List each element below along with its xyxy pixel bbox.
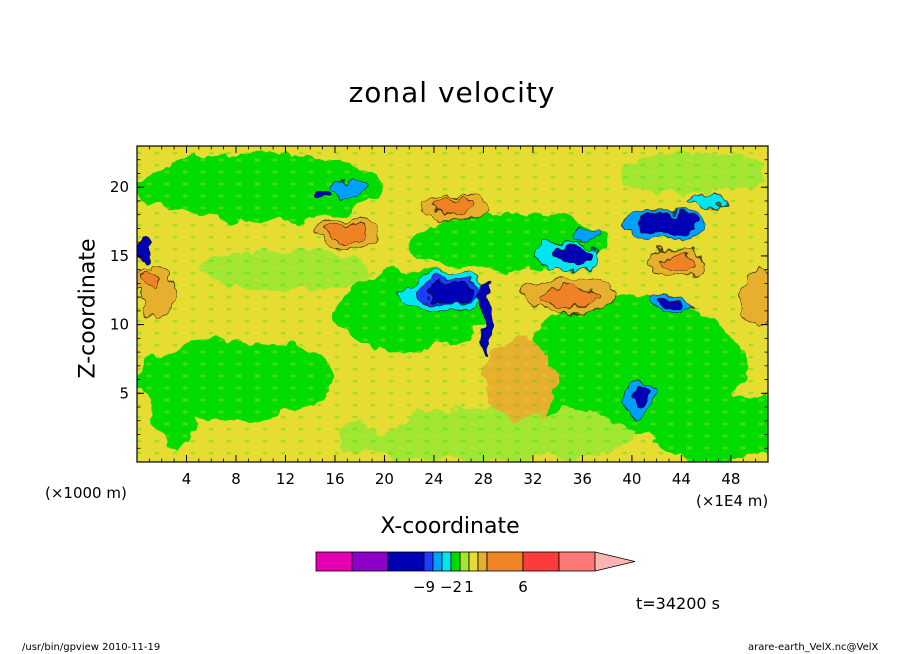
y-tick-label: 10 <box>110 316 129 334</box>
colorbar-swatch <box>459 551 470 572</box>
contour-region <box>322 222 368 243</box>
colorbar-swatch <box>450 551 461 572</box>
colorbar-swatch <box>477 551 488 572</box>
colorbar-swatch <box>558 551 596 572</box>
colorbar-arrow <box>594 551 636 572</box>
colorbar-swatch <box>468 551 479 572</box>
contour-region <box>567 226 598 242</box>
colorbar-label: −2 <box>440 578 462 596</box>
contour-region <box>537 287 603 308</box>
x-axis: 4 8 12 16 20 24 28 32 36 40 44 48 <box>148 146 757 488</box>
footer-right: arare-earth_VelX.nc@VelX <box>748 642 879 653</box>
colorbar-swatch <box>387 551 425 572</box>
colorbar-swatch <box>486 551 524 572</box>
contour-region <box>426 284 477 305</box>
contour-region <box>632 388 649 407</box>
colorbar-label: 6 <box>518 578 528 596</box>
x-tick-label: 8 <box>231 470 241 488</box>
x-tick-label: 48 <box>721 470 740 488</box>
contour-region <box>317 188 333 200</box>
x-tick-label: 4 <box>182 470 192 488</box>
colorbar-swatch <box>315 551 353 572</box>
colorbar-label: 1 <box>464 578 474 596</box>
x-tick-label: 20 <box>375 470 394 488</box>
colorbar-swatch <box>522 551 560 572</box>
x-tick-label: 40 <box>622 470 641 488</box>
contour-region <box>141 271 163 290</box>
y-tick-label: 5 <box>119 384 129 402</box>
colorbar: −9 −2 1 6 <box>315 551 636 596</box>
contour-region <box>431 196 477 217</box>
x-tick-label: 12 <box>276 470 295 488</box>
x-unit-right: (×1E4 m) <box>696 492 769 510</box>
time-label: t=34200 s <box>636 594 720 613</box>
contour-region <box>741 269 768 326</box>
contour-field <box>137 146 768 462</box>
contour-region <box>137 234 153 264</box>
contour-region <box>637 211 696 235</box>
x-tick-label: 24 <box>424 470 443 488</box>
x-tick-label: 36 <box>573 470 592 488</box>
contour-region <box>332 179 363 195</box>
x-tick-label: 44 <box>672 470 691 488</box>
contour-region <box>551 244 597 265</box>
x-axis-label: X-coordinate <box>380 514 520 539</box>
chart-title: zonal velocity <box>348 76 556 109</box>
contour-region <box>661 252 697 276</box>
x-tick-label: 28 <box>474 470 493 488</box>
contour-region <box>688 195 724 207</box>
colorbar-label: −9 <box>413 578 435 596</box>
colorbar-swatch <box>423 551 434 572</box>
footer-left: /usr/bin/gpview 2010-11-19 <box>22 642 161 653</box>
y-tick-label: 20 <box>110 178 129 196</box>
plot-frame <box>136 145 769 463</box>
colorbar-swatch <box>432 551 443 572</box>
colorbar-swatch <box>351 551 389 572</box>
contour-region <box>658 298 685 310</box>
y-tick-label: 15 <box>110 247 129 265</box>
contour-region <box>479 278 493 357</box>
x-unit-left: (×1000 m) <box>45 484 127 502</box>
colorbar-swatch <box>441 551 452 572</box>
y-axis-label: Z-coordinate <box>75 238 101 379</box>
x-tick-label: 32 <box>523 470 542 488</box>
y-axis: 5 10 15 20 <box>110 159 768 449</box>
x-tick-label: 16 <box>325 470 344 488</box>
